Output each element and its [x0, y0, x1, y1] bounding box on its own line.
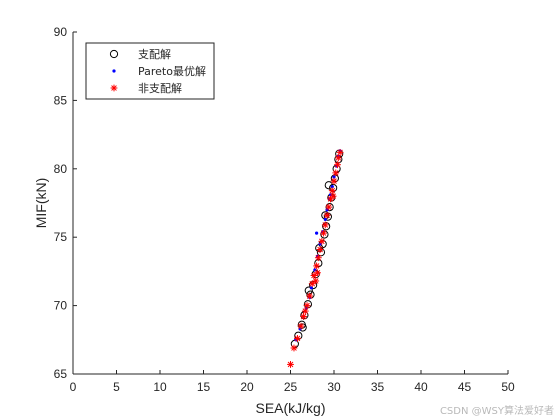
data-points: [287, 148, 344, 368]
data-point: [334, 154, 342, 162]
data-point: [330, 184, 334, 189]
x-tick-label: 30: [327, 380, 341, 394]
x-ticks: 0 5 10 15 20 25 30 35 40 45 50: [70, 370, 515, 394]
y-axis-label: MIF(kN): [33, 178, 49, 229]
data-point: [328, 187, 336, 195]
y-tick-label: 65: [54, 367, 68, 381]
data-point: [308, 280, 316, 288]
data-point: [320, 229, 327, 237]
data-point: [330, 177, 338, 185]
data-point: [306, 292, 314, 300]
data-point: [323, 211, 331, 219]
legend-entry: 非支配解: [138, 81, 182, 95]
y-ticks: 65 70 75 80 85 90: [54, 25, 77, 381]
data-point: [304, 286, 313, 295]
data-point: [315, 231, 319, 235]
x-tick-label: 35: [371, 380, 385, 394]
data-point: [313, 262, 320, 270]
data-point: [303, 302, 311, 309]
x-tick-label: 10: [153, 380, 167, 394]
data-point: [290, 344, 298, 352]
data-point: [316, 246, 324, 253]
data-point: [321, 221, 329, 229]
data-point: [323, 217, 327, 222]
legend-box: [85, 42, 215, 100]
legend-entry: Pareto最优解: [138, 64, 206, 78]
x-tick-label: 5: [113, 380, 120, 394]
data-point: [332, 169, 340, 177]
data-point: [294, 335, 301, 342]
data-point: [314, 254, 322, 262]
data-point: [297, 322, 305, 330]
data-point: [287, 361, 294, 368]
data-point: [309, 280, 318, 290]
data-point: [329, 192, 337, 200]
data-point: [322, 222, 331, 231]
x-tick-label: 0: [70, 380, 77, 394]
watermark: CSDN @WSY算法爱好者: [439, 406, 554, 417]
x-tick-label: 50: [501, 380, 515, 394]
legend-marker: [109, 49, 119, 59]
data-point: [312, 277, 320, 285]
y-tick-label: 85: [54, 93, 68, 107]
x-axis-label: SEA(kJ/kg): [255, 400, 325, 416]
data-point: [332, 175, 336, 179]
x-tick-label: 15: [197, 380, 211, 394]
y-tick-label: 75: [54, 230, 68, 244]
legend-entry: 支配解: [138, 47, 171, 61]
x-tick-label: 25: [284, 380, 298, 394]
y-tick-label: 90: [54, 25, 68, 39]
data-point: [300, 313, 307, 320]
data-point: [318, 237, 326, 245]
series-asterisk: [287, 148, 344, 368]
x-tick-label: 20: [240, 380, 254, 394]
y-tick-label: 70: [54, 299, 68, 313]
legend-marker: [112, 69, 116, 73]
data-point: [301, 307, 309, 315]
data-point: [336, 148, 344, 156]
y-tick-label: 80: [54, 162, 68, 176]
data-point: [320, 230, 329, 239]
data-point: [334, 161, 341, 169]
data-point: [314, 269, 321, 277]
data-point: [310, 272, 318, 279]
x-tick-label: 40: [414, 380, 428, 394]
x-tick-label: 45: [458, 380, 472, 394]
data-point: [325, 203, 333, 211]
data-point: [303, 300, 312, 309]
legend-marker: [110, 84, 118, 92]
